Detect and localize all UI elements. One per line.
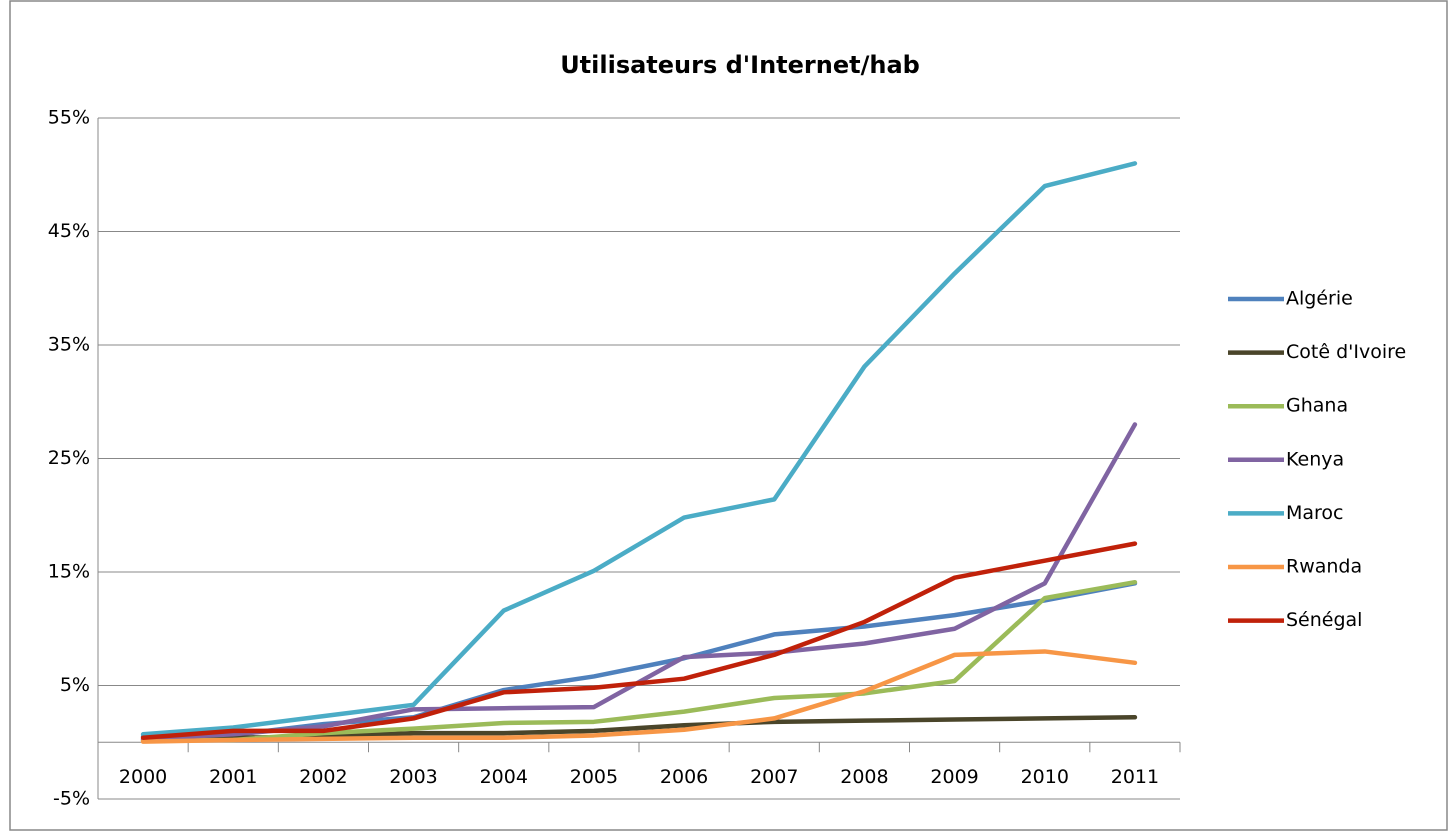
y-tick-label: -5% <box>53 788 90 810</box>
chart-border <box>9 0 1448 831</box>
legend-label: Kenya <box>1286 448 1344 470</box>
series-line <box>140 161 1138 737</box>
y-tick-label: 55% <box>48 107 90 129</box>
legend-label: Ghana <box>1286 395 1348 417</box>
x-tick-label: 2001 <box>209 766 257 788</box>
x-tick-label: 2007 <box>750 766 798 788</box>
chart-title: Utilisateurs d'Internet/hab <box>560 51 920 79</box>
x-tick-label: 2005 <box>570 766 618 788</box>
x-tick-label: 2009 <box>930 766 978 788</box>
legend-label: Cotê d'Ivoire <box>1286 341 1406 363</box>
x-tick-label: 2002 <box>299 766 347 788</box>
y-tick-label: 25% <box>48 447 90 469</box>
y-tick-label: 45% <box>48 220 90 242</box>
x-tick-label: 2010 <box>1021 766 1069 788</box>
series-line <box>140 715 1138 743</box>
legend-label: Sénégal <box>1286 609 1362 631</box>
series-line <box>140 541 1138 740</box>
y-tick-label: 15% <box>48 561 90 583</box>
x-tick-label: 2008 <box>840 766 888 788</box>
x-tick-label: 2006 <box>660 766 708 788</box>
series-line <box>140 649 1138 744</box>
series-line <box>140 579 1138 743</box>
legend-label: Maroc <box>1286 502 1344 524</box>
legend-label: Algérie <box>1286 288 1353 310</box>
y-tick-label: 5% <box>60 674 90 696</box>
legend-label: Rwanda <box>1286 556 1362 578</box>
x-tick-label: 2000 <box>119 766 167 788</box>
x-tick-label: 2011 <box>1111 766 1159 788</box>
x-tick-label: 2004 <box>480 766 528 788</box>
y-tick-label: 35% <box>48 334 90 356</box>
x-tick-label: 2003 <box>389 766 437 788</box>
